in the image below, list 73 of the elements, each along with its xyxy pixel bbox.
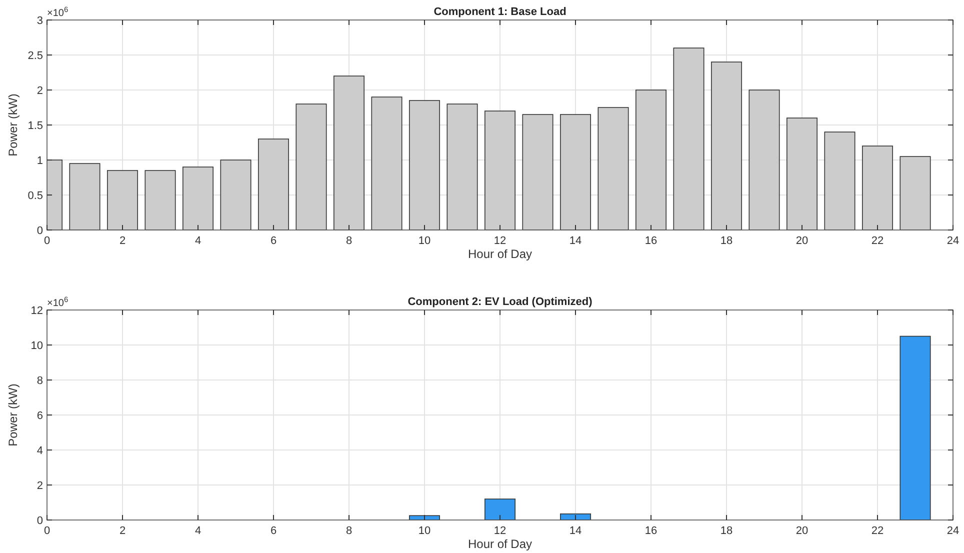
- bar: [182, 166, 214, 230]
- chart-title: Component 1: Base Load: [434, 6, 566, 18]
- bar: [296, 104, 327, 230]
- y-tick-label: 1: [36, 155, 43, 167]
- bar: [484, 110, 516, 230]
- x-tick-label: 6: [270, 525, 277, 537]
- x-tick-label: 8: [346, 235, 352, 247]
- bar: [560, 513, 591, 520]
- bar: [748, 90, 780, 230]
- x-tick-label: 2: [119, 525, 126, 537]
- x-tick-label: 20: [796, 525, 808, 537]
- bar: [560, 114, 591, 230]
- y-tick-label: 8: [36, 375, 43, 387]
- bar: [220, 160, 252, 230]
- x-tick-label: 12: [494, 525, 506, 537]
- bar: [900, 156, 931, 230]
- bar: [636, 90, 666, 230]
- x-tick-label: 24: [946, 525, 960, 537]
- bar: [409, 515, 440, 520]
- x-tick-label: 4: [194, 235, 202, 247]
- y-tick-label: 6: [36, 410, 43, 422]
- x-tick-label: 18: [720, 235, 733, 247]
- x-tick-label: 20: [796, 235, 808, 247]
- text: ×10$^{6}$: [47, 4, 68, 19]
- bar: [900, 336, 931, 520]
- bar: [598, 107, 629, 230]
- bar: [446, 104, 478, 230]
- x-tick-label: 10: [418, 525, 431, 537]
- x-tick-label: 22: [871, 235, 884, 247]
- x-tick-label: 14: [569, 525, 582, 537]
- x-tick-label: 8: [346, 525, 352, 537]
- y-tick-label: 4: [36, 445, 43, 457]
- y-axis-title: Power (kW): [6, 384, 20, 446]
- y-tick-label: 3: [36, 15, 43, 27]
- bar: [334, 76, 364, 230]
- x-tick-label: 18: [720, 525, 733, 537]
- x-tick-label: 16: [644, 235, 658, 247]
- bar: [409, 100, 440, 230]
- y-tick-label: 2: [36, 480, 43, 492]
- bar: [258, 138, 289, 230]
- x-tick-label: 12: [494, 235, 506, 247]
- x-tick-label: 10: [418, 235, 431, 247]
- y-tick-label: 10: [30, 340, 43, 352]
- bar: [144, 170, 176, 230]
- x-tick-label: 16: [644, 525, 658, 537]
- bar: [711, 62, 742, 230]
- x-axis-title: Hour of Day: [468, 247, 532, 261]
- x-axis-title: Hour of Day: [468, 537, 532, 551]
- y-tick-label: 2.5: [28, 50, 43, 62]
- x-tick-label: 2: [119, 235, 126, 247]
- bar: [824, 132, 856, 230]
- y-tick-label: 0: [36, 225, 43, 237]
- y-tick-label: 0.5: [28, 190, 43, 202]
- bar: [107, 170, 138, 230]
- bar: [484, 498, 516, 520]
- bar: [862, 146, 893, 230]
- x-tick-label: 6: [270, 235, 277, 247]
- bar: [69, 163, 100, 230]
- x-tick-label: 4: [194, 525, 202, 537]
- bar: [786, 118, 818, 230]
- bar: [371, 96, 402, 230]
- x-tick-label: 14: [569, 235, 582, 247]
- y-tick-label: 2: [36, 85, 43, 97]
- bar: [673, 48, 704, 230]
- y-tick-label: 0: [36, 515, 43, 527]
- y-axis-title: Power (kW): [6, 94, 20, 156]
- x-tick-label: 24: [946, 235, 960, 247]
- y-tick-label: 1.5: [28, 120, 43, 132]
- text: ×10$^{6}$: [47, 294, 68, 309]
- y-tick-label: 12: [30, 305, 43, 317]
- x-tick-label: 22: [871, 525, 884, 537]
- bar: [522, 114, 554, 230]
- chart-title: Component 2: EV Load (Optimized): [408, 296, 593, 308]
